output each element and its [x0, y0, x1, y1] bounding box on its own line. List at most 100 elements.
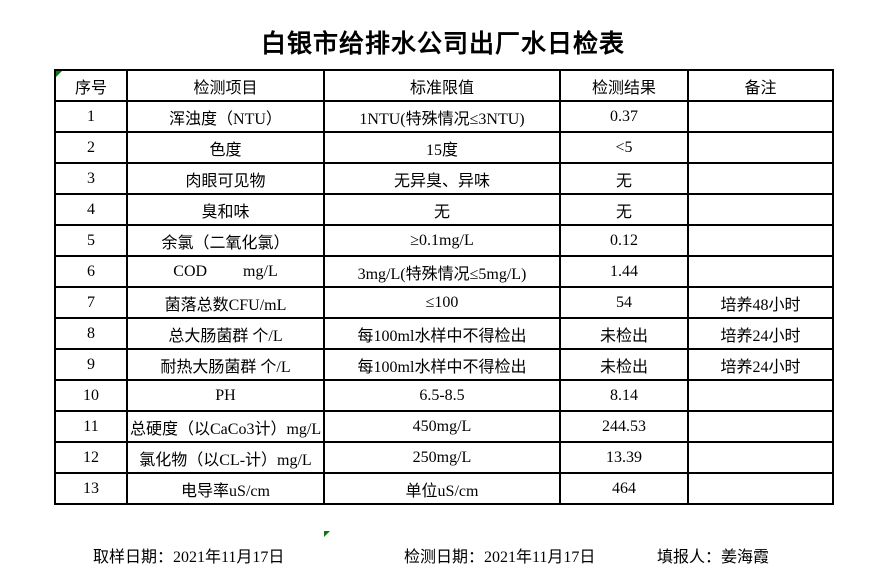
cell-limit: 无异臭、异味: [323, 162, 561, 195]
cell-no: 1: [54, 100, 128, 133]
cell-item: 耐热大肠菌群 个/L: [126, 348, 325, 381]
col-header-result: 检测结果: [559, 69, 689, 102]
cell-note: [687, 100, 834, 133]
cell-limit: ≤100: [323, 286, 561, 319]
testing-date-label: 检测日期：: [404, 549, 485, 566]
footer: 取样日期：2021年11月17日 检测日期：2021年11月17日 填报人：姜海…: [0, 543, 876, 567]
cell-result: 1.44: [559, 255, 689, 288]
cell-item: 肉眼可见物: [126, 162, 325, 195]
cell-result: 244.53: [559, 410, 689, 443]
cell-limit: 无: [323, 193, 561, 226]
cell-note: [687, 131, 834, 164]
cell-limit: ≥0.1mg/L: [323, 224, 561, 257]
cell-no: 4: [54, 193, 128, 226]
table-row: 7 菌落总数CFU/mL ≤100 54 培养48小时: [54, 286, 834, 319]
cell-item: 余氯（二氧化氯）: [126, 224, 325, 257]
cell-note: 培养24小时: [687, 348, 834, 381]
cell-note: [687, 193, 834, 226]
cell-note: [687, 472, 834, 505]
cell-item: 总硬度（以CaCo3计）mg/L: [126, 410, 325, 443]
cell-no: 2: [54, 131, 128, 164]
reporter-label: 填报人：: [657, 549, 722, 566]
table-row: 11 总硬度（以CaCo3计）mg/L 450mg/L 244.53: [54, 410, 834, 443]
cell-result: 0.12: [559, 224, 689, 257]
cell-limit: 15度: [323, 131, 561, 164]
cell-note: 培养48小时: [687, 286, 834, 319]
table-row: 1 浑浊度（NTU） 1NTU(特殊情况≤3NTU) 0.37: [54, 100, 834, 133]
cell-result: 未检出: [559, 317, 689, 350]
cell-limit: 3mg/L(特殊情况≤5mg/L): [323, 255, 561, 288]
table-row: 5 余氯（二氧化氯） ≥0.1mg/L 0.12: [54, 224, 834, 257]
cell-item: 氯化物（以CL-计）mg/L: [126, 441, 325, 474]
cell-no: 8: [54, 317, 128, 350]
cell-result: 无: [559, 162, 689, 195]
cell-item: 浑浊度（NTU）: [126, 100, 325, 133]
cell-no: 5: [54, 224, 128, 257]
table-row: 12 氯化物（以CL-计）mg/L 250mg/L 13.39: [54, 441, 834, 474]
cell-limit: 每100ml水样中不得检出: [323, 317, 561, 350]
table-body: 1 浑浊度（NTU） 1NTU(特殊情况≤3NTU) 0.37 2 色度 15度 <5 3 肉眼可…: [54, 100, 834, 505]
cell-item: 臭和味: [126, 193, 325, 226]
cell-no: 3: [54, 162, 128, 195]
col-header-note: 备注: [687, 69, 834, 102]
cell-note: [687, 224, 834, 257]
cell-note: 培养24小时: [687, 317, 834, 350]
col-header-item: 检测项目: [126, 69, 325, 102]
cell-note: [687, 441, 834, 474]
inspection-table: 序号 检测项目 标准限值 检测结果 备注 1 浑浊度（NTU） 1NTU(特殊情况≤…: [54, 69, 834, 505]
cell-no: 12: [54, 441, 128, 474]
excel-corner-marker-bottom: [324, 531, 330, 537]
reporter: 填报人：姜海霞: [657, 543, 769, 567]
cell-item: 总大肠菌群 个/L: [126, 317, 325, 350]
cell-note: [687, 379, 834, 412]
cell-result: 无: [559, 193, 689, 226]
cell-result: 464: [559, 472, 689, 505]
table-row: 3 肉眼可见物 无异臭、异味无: [54, 162, 834, 195]
cell-no: 10: [54, 379, 128, 412]
cell-no: 7: [54, 286, 128, 319]
table-row: 2 色度 15度 <5: [54, 131, 834, 164]
table-row: 13 电导率uS/cm 单位uS/cm 464: [54, 472, 834, 505]
col-header-no: 序号: [54, 69, 128, 102]
cell-limit: 450mg/L: [323, 410, 561, 443]
cell-result: 未检出: [559, 348, 689, 381]
cell-result: <5: [559, 131, 689, 164]
cell-result: 8.14: [559, 379, 689, 412]
table-row: 4 臭和味无无: [54, 193, 834, 226]
cell-limit: 单位uS/cm: [323, 472, 561, 505]
table-row: 9 耐热大肠菌群 个/L 每100ml水样中不得检出 未检出 培养24小时: [54, 348, 834, 381]
cell-no: 9: [54, 348, 128, 381]
cell-no: 13: [54, 472, 128, 505]
cell-item: 菌落总数CFU/mL: [126, 286, 325, 319]
cell-item: 电导率uS/cm: [126, 472, 325, 505]
cell-result: 0.37: [559, 100, 689, 133]
reporter-value: 姜海霞: [721, 549, 770, 566]
cell-note: [687, 162, 834, 195]
sampling-date: 取样日期：2021年11月17日: [93, 543, 284, 567]
table-row: 10 PH 6.5-8.5 8.14: [54, 379, 834, 412]
testing-date: 检测日期：2021年11月17日: [404, 543, 595, 567]
cell-note: [687, 255, 834, 288]
cell-item: 色度: [126, 131, 325, 164]
cell-no: 6: [54, 255, 128, 288]
cell-limit: 250mg/L: [323, 441, 561, 474]
cell-item: COD mg/L: [126, 255, 325, 288]
table-row: 6 COD mg/L 3mg/L(特殊情况≤5mg/L) 1.44: [54, 255, 834, 288]
excel-corner-marker-top: [56, 71, 62, 77]
cell-result: 54: [559, 286, 689, 319]
cell-limit: 6.5-8.5: [323, 379, 561, 412]
col-header-limit: 标准限值: [323, 69, 561, 102]
table-row: 8 总大肠菌群 个/L 每100ml水样中不得检出 未检出 培养24小时: [54, 317, 834, 350]
cell-limit: 1NTU(特殊情况≤3NTU): [323, 100, 561, 133]
sampling-date-label: 取样日期：: [93, 549, 174, 566]
cell-result: 13.39: [559, 441, 689, 474]
cell-limit: 每100ml水样中不得检出: [323, 348, 561, 381]
cell-note: [687, 410, 834, 443]
sampling-date-value: 2021年11月17日: [173, 549, 285, 566]
page-title: 白银市给排水公司出厂水日检表: [260, 31, 625, 58]
cell-no: 11: [54, 410, 128, 443]
testing-date-value: 2021年11月17日: [484, 549, 596, 566]
table-header-row: 序号 检测项目 标准限值 检测结果 备注: [54, 69, 834, 102]
cell-item: PH: [126, 379, 325, 412]
